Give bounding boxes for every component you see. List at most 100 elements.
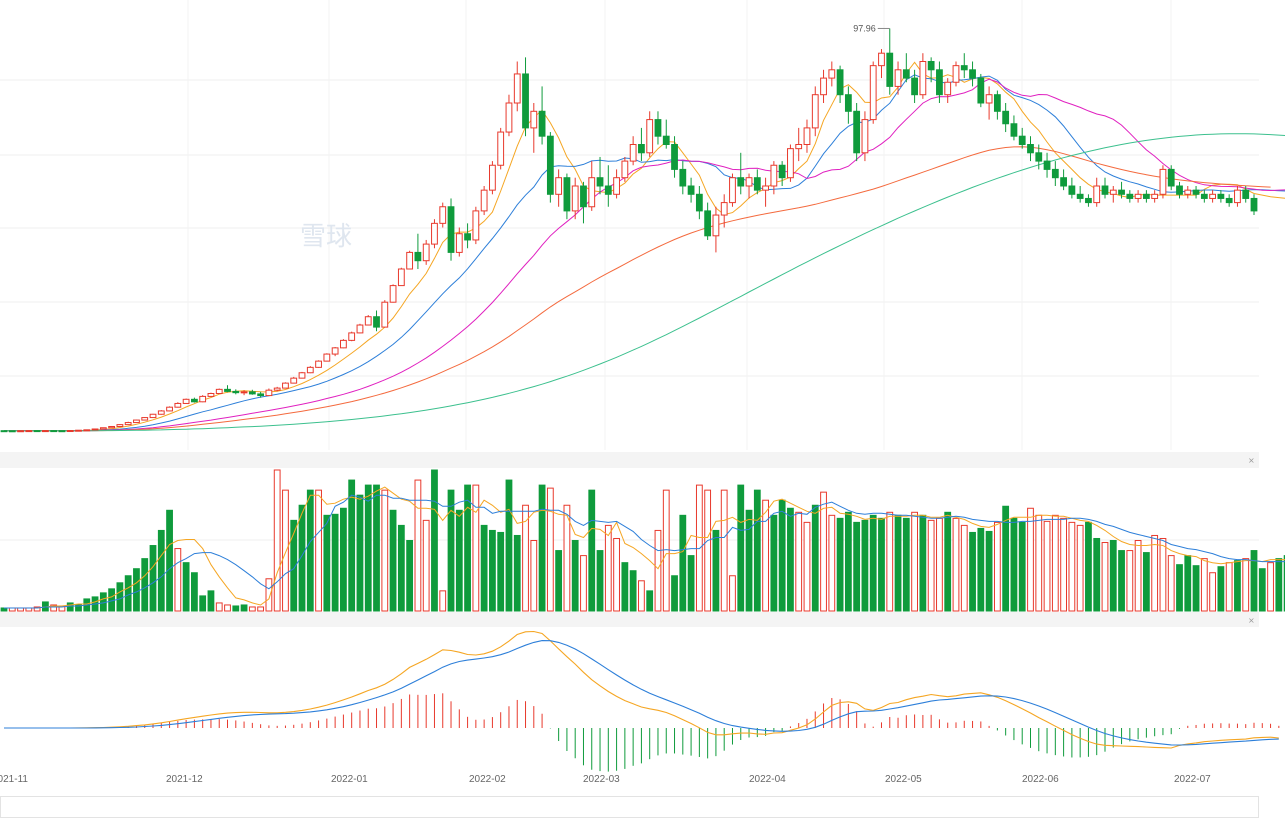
volume-bar (248, 606, 256, 612)
volume-bar (588, 489, 596, 612)
macd-panel[interactable] (4, 630, 1280, 772)
candle-body (108, 425, 116, 429)
volume-bar (1043, 520, 1051, 612)
candle-body (290, 377, 298, 384)
volume-bar (530, 540, 538, 612)
volume-bar (389, 509, 397, 612)
candle-body (1209, 193, 1217, 199)
volume-bar (621, 562, 629, 612)
candle-body (306, 366, 314, 374)
candle-body (207, 393, 215, 397)
candle (116, 424, 124, 427)
volume-bar (489, 529, 496, 612)
candle (1093, 177, 1101, 207)
candle (331, 347, 339, 357)
candle (1167, 165, 1175, 191)
volume-bar (795, 511, 803, 612)
candle-body (83, 429, 91, 432)
volume-panel[interactable] (0, 469, 1285, 612)
candle-body (911, 77, 918, 96)
volume-bar (455, 509, 463, 612)
volume-bar (613, 537, 620, 612)
volume-bar (265, 578, 273, 612)
candle-body (853, 110, 861, 154)
volume-bar (356, 494, 364, 612)
volume-bar (687, 555, 695, 612)
volume-bar (1217, 566, 1225, 612)
candle (787, 144, 794, 182)
candle-body (364, 316, 372, 326)
candle (1142, 190, 1150, 203)
candle (406, 250, 414, 270)
volume-bar (878, 517, 885, 612)
volume-bar (662, 489, 670, 612)
candle (513, 61, 521, 112)
candle (298, 371, 306, 379)
volume-bar (133, 568, 140, 612)
volume-bar (182, 562, 190, 612)
candle-body (795, 144, 803, 150)
candle (638, 127, 645, 162)
candle (753, 169, 761, 195)
candle (1068, 177, 1076, 199)
candle (447, 198, 455, 261)
volume-bar (323, 514, 331, 612)
range-scrollbar[interactable] (0, 796, 1259, 818)
candle (1060, 169, 1068, 191)
candle (224, 385, 231, 393)
volume-bar (315, 489, 322, 612)
volume-bar (853, 521, 861, 612)
volume-bar (894, 514, 902, 612)
volume-bar (348, 479, 356, 612)
candle-body (356, 324, 364, 334)
candle (530, 103, 538, 153)
candle (215, 388, 223, 395)
candle-body (1250, 197, 1258, 212)
volume-bar (1051, 514, 1059, 612)
volume-bar (513, 534, 521, 612)
candle-body (778, 164, 786, 179)
volume-bar (1076, 524, 1084, 612)
candle (191, 397, 198, 403)
candle-body (1109, 189, 1117, 195)
candle-body (182, 398, 190, 404)
candle (397, 267, 405, 287)
candle-body (729, 177, 736, 204)
candle (58, 430, 66, 433)
candle (1002, 103, 1010, 133)
volume-bar (770, 514, 778, 612)
candle-body (224, 388, 231, 392)
price-panel[interactable]: 雪球 97.96 (0, 0, 1285, 450)
volume-bar (828, 514, 836, 612)
candle-body (1010, 123, 1018, 137)
candle (555, 169, 563, 207)
volume-bar (1018, 521, 1026, 612)
candle-body (1234, 189, 1241, 204)
volume-bar (1134, 540, 1142, 612)
candle-body (878, 52, 885, 67)
macd-close-icon[interactable]: × (1248, 616, 1255, 625)
volume-bar (1035, 514, 1043, 612)
volume-bar (911, 511, 918, 612)
candle (886, 28, 894, 95)
candle-body (604, 185, 612, 195)
volume-close-icon[interactable]: × (1248, 456, 1255, 465)
candle (232, 389, 240, 395)
candle-body (803, 127, 811, 146)
volume-bar (960, 524, 968, 612)
volume-bar (290, 519, 298, 612)
candle (654, 111, 662, 145)
ma-line-ma20 (4, 78, 1285, 432)
volume-bar (596, 550, 604, 612)
volume-bar (646, 590, 654, 612)
candle (199, 395, 207, 403)
volume-bar (737, 484, 745, 612)
candle (679, 161, 687, 195)
candle (17, 430, 24, 433)
volume-bar (1151, 534, 1159, 612)
volume-bar (654, 529, 662, 612)
candle (1151, 190, 1159, 203)
candle-body (447, 206, 455, 253)
candle-body (1101, 185, 1109, 195)
